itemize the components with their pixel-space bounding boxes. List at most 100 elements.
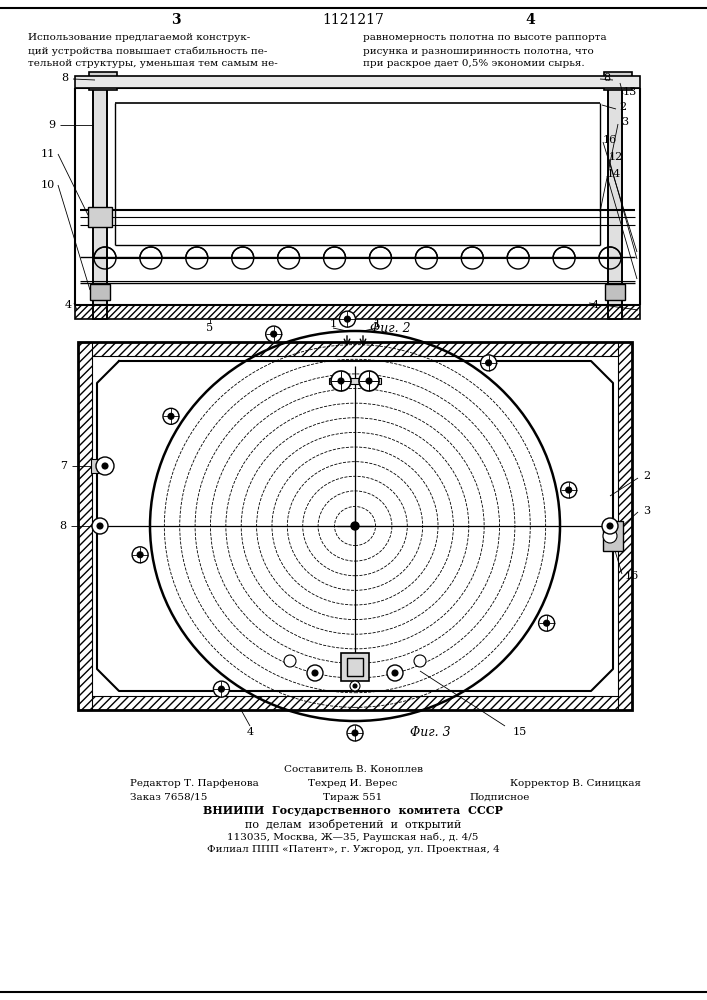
Circle shape xyxy=(481,355,496,371)
Text: Техред И. Верес: Техред И. Верес xyxy=(308,780,397,788)
Text: рисунка и разноширинность полотна, что: рисунка и разноширинность полотна, что xyxy=(363,46,594,55)
Text: 11: 11 xyxy=(41,149,55,159)
Bar xyxy=(329,378,381,384)
Circle shape xyxy=(331,371,351,391)
Text: Φиг. 2: Φиг. 2 xyxy=(370,322,410,334)
Circle shape xyxy=(307,665,323,681)
Text: 16: 16 xyxy=(603,135,617,145)
Circle shape xyxy=(351,522,359,530)
Bar xyxy=(89,72,117,90)
Bar xyxy=(605,284,625,300)
Circle shape xyxy=(387,665,403,681)
Bar xyxy=(93,78,107,319)
Circle shape xyxy=(347,725,363,741)
Text: тельной структуры, уменьшая тем самым не-: тельной структуры, уменьшая тем самым не… xyxy=(28,60,278,68)
Text: 16: 16 xyxy=(625,571,639,581)
Text: при раскрое дает 0,5% экономии сырья.: при раскрое дает 0,5% экономии сырья. xyxy=(363,60,585,68)
Text: 10: 10 xyxy=(41,180,55,190)
Circle shape xyxy=(544,620,549,626)
Bar xyxy=(75,76,640,88)
Circle shape xyxy=(414,655,426,667)
Text: 9: 9 xyxy=(49,120,56,130)
Circle shape xyxy=(602,518,618,534)
Text: 3: 3 xyxy=(643,506,650,516)
Circle shape xyxy=(603,529,617,543)
Text: 7: 7 xyxy=(61,461,67,471)
Text: ВНИИПИ  Государственного  комитета  СССР: ВНИИПИ Государственного комитета СССР xyxy=(203,806,503,816)
Text: 3: 3 xyxy=(621,117,629,127)
Circle shape xyxy=(339,311,356,327)
Text: 12: 12 xyxy=(609,152,623,162)
Circle shape xyxy=(566,487,572,493)
Text: 4: 4 xyxy=(247,727,254,737)
Text: 3: 3 xyxy=(171,13,181,27)
Bar xyxy=(341,653,369,681)
Circle shape xyxy=(284,655,296,667)
Bar xyxy=(618,342,632,710)
Text: равномерность полотна по высоте раппорта: равномерность полотна по высоте раппорта xyxy=(363,33,607,42)
Text: 1: 1 xyxy=(373,319,380,329)
Circle shape xyxy=(214,681,229,697)
Circle shape xyxy=(168,413,174,419)
Bar xyxy=(603,521,623,551)
Text: Φиг. 3: Φиг. 3 xyxy=(409,726,450,738)
Circle shape xyxy=(392,670,398,676)
Text: 8: 8 xyxy=(59,521,66,531)
Text: 8: 8 xyxy=(62,73,69,83)
Text: 4: 4 xyxy=(64,300,71,310)
Text: 5: 5 xyxy=(206,323,214,333)
Text: ций устройства повышает стабильность пе-: ций устройства повышает стабильность пе- xyxy=(28,46,267,56)
Bar xyxy=(347,658,363,676)
Bar xyxy=(608,78,622,319)
Circle shape xyxy=(607,523,613,529)
Text: Корректор В. Синицкая: Корректор В. Синицкая xyxy=(510,780,641,788)
Bar xyxy=(608,78,622,319)
Text: 4: 4 xyxy=(525,13,535,27)
Text: 15: 15 xyxy=(513,727,527,737)
Circle shape xyxy=(539,615,554,631)
Text: Тираж 551: Тираж 551 xyxy=(323,792,382,802)
Text: 1121217: 1121217 xyxy=(322,13,384,27)
Text: 8: 8 xyxy=(604,73,611,83)
Text: 2: 2 xyxy=(643,471,650,481)
Text: 13: 13 xyxy=(623,87,637,97)
Circle shape xyxy=(271,331,276,337)
Circle shape xyxy=(218,686,224,692)
Text: Заказ 7658/15: Заказ 7658/15 xyxy=(130,792,207,802)
Text: 113035, Москва, Ж—35, Раушская наб., д. 4/5: 113035, Москва, Ж—35, Раушская наб., д. … xyxy=(228,832,479,842)
Text: Составитель В. Коноплев: Составитель В. Коноплев xyxy=(284,766,423,774)
Bar xyxy=(78,342,632,356)
Circle shape xyxy=(96,457,114,475)
Bar xyxy=(90,284,110,300)
Text: 2: 2 xyxy=(619,102,626,112)
Bar xyxy=(78,696,632,710)
Circle shape xyxy=(344,316,351,322)
Bar xyxy=(78,342,632,710)
Bar xyxy=(93,78,107,319)
Circle shape xyxy=(352,730,358,736)
Circle shape xyxy=(102,463,108,469)
Circle shape xyxy=(486,360,491,366)
Bar xyxy=(75,305,640,319)
Circle shape xyxy=(132,547,148,563)
Bar xyxy=(78,342,92,710)
Text: 4: 4 xyxy=(592,300,599,310)
Circle shape xyxy=(312,670,318,676)
Circle shape xyxy=(338,378,344,384)
Circle shape xyxy=(353,684,357,688)
Circle shape xyxy=(137,552,143,558)
Circle shape xyxy=(97,523,103,529)
Bar xyxy=(88,207,112,227)
Text: Редактор Т. Парфенова: Редактор Т. Парфенова xyxy=(130,780,259,788)
Text: Филиал ППП «Патент», г. Ужгород, ул. Проектная, 4: Филиал ППП «Патент», г. Ужгород, ул. Про… xyxy=(206,846,499,854)
Text: 14: 14 xyxy=(607,169,621,179)
Circle shape xyxy=(366,378,372,384)
Circle shape xyxy=(359,371,379,391)
Circle shape xyxy=(561,482,577,498)
Circle shape xyxy=(266,326,281,342)
Bar xyxy=(604,72,632,90)
Text: 1: 1 xyxy=(329,319,337,329)
Bar xyxy=(91,459,101,473)
Circle shape xyxy=(92,518,108,534)
Circle shape xyxy=(163,408,179,424)
